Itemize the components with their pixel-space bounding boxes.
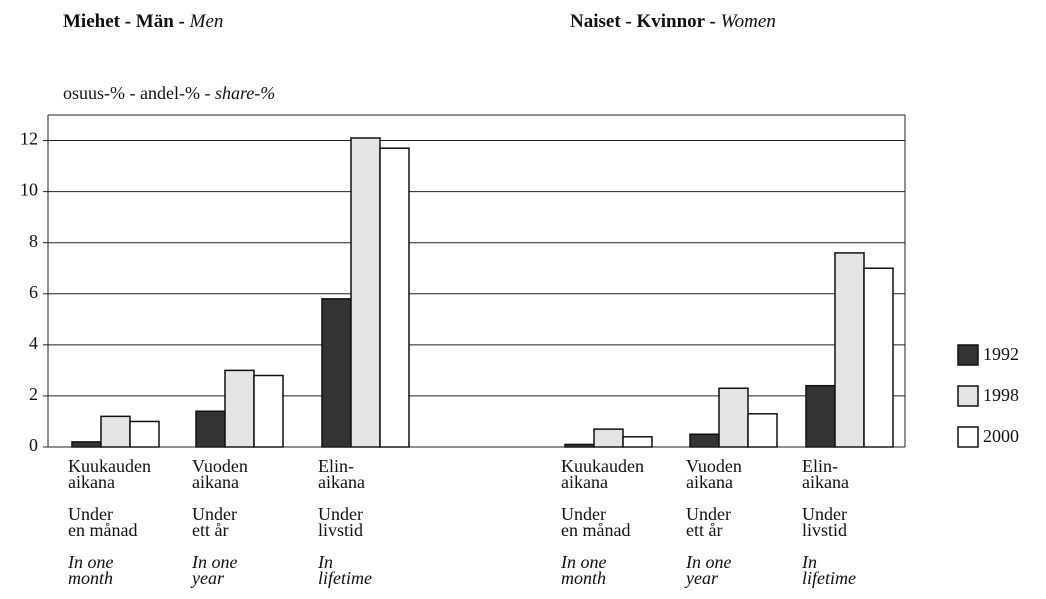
x-tick-label: year <box>190 568 225 588</box>
x-tick-label: Under <box>318 504 363 524</box>
x-tick-label: aikana <box>68 472 115 492</box>
x-tick-label: livstid <box>318 520 363 540</box>
y-tick-label: 2 <box>29 384 38 404</box>
y-tick-label: 4 <box>29 333 38 353</box>
bar <box>350 137 381 448</box>
x-tick-label: In one <box>191 552 237 572</box>
panel-title: Miehet - Män - Men <box>63 11 223 32</box>
y-tick-label: 10 <box>20 180 38 200</box>
legend-label: 2000 <box>983 426 1019 446</box>
x-tick-label: month <box>68 568 113 588</box>
x-tick-label: en månad <box>68 520 137 540</box>
bar <box>593 428 624 448</box>
bar <box>129 420 160 448</box>
bar <box>718 387 749 448</box>
x-tick-label: aikana <box>318 472 365 492</box>
x-tick-label: Vuoden <box>192 456 248 476</box>
x-tick-label: aikana <box>802 472 849 492</box>
legend-swatch <box>957 426 979 448</box>
y-axis-label: osuus-% - andel-% - share-% <box>63 83 275 103</box>
x-tick-label: In one <box>67 552 113 572</box>
panel-title-main: Naiset - Kvinnor - <box>570 11 721 32</box>
y-tick-label: 8 <box>29 231 38 251</box>
x-tick-label: aikana <box>561 472 608 492</box>
x-tick-label: Elin- <box>802 456 838 476</box>
x-tick-label: Kuukauden <box>561 456 644 476</box>
bar <box>379 147 410 448</box>
x-tick-label: livstid <box>802 520 847 540</box>
bar <box>747 413 778 448</box>
x-tick-label: aikana <box>686 472 733 492</box>
y-tick-label: 12 <box>20 129 38 149</box>
panel-title-en: Women <box>721 11 776 32</box>
legend-swatch <box>957 385 979 407</box>
x-tick-label: lifetime <box>318 568 372 588</box>
x-tick-label: Vuoden <box>686 456 742 476</box>
x-tick-label: Under <box>192 504 237 524</box>
y-tick-label: 6 <box>29 282 38 302</box>
x-tick-label: In one <box>560 552 606 572</box>
x-tick-label: Elin- <box>318 456 354 476</box>
x-tick-label: Under <box>686 504 731 524</box>
x-tick-label: In <box>801 552 817 572</box>
panel-title-en: Men <box>189 11 224 32</box>
x-tick-label: In one <box>685 552 731 572</box>
bar <box>689 433 720 448</box>
x-tick-label: Under <box>561 504 606 524</box>
legend-swatch <box>957 344 979 366</box>
bar <box>253 374 284 448</box>
bar <box>100 415 131 448</box>
x-tick-label: en månad <box>561 520 630 540</box>
legend-label: 1998 <box>983 385 1019 405</box>
x-tick-label: lifetime <box>802 568 856 588</box>
x-tick-label: ett år <box>686 520 722 540</box>
panel-title: Naiset - Kvinnor - Women <box>570 11 776 32</box>
x-tick-label: month <box>561 568 606 588</box>
legend-label: 1992 <box>983 344 1019 364</box>
x-tick-label: Kuukauden <box>68 456 151 476</box>
x-tick-label: Under <box>68 504 113 524</box>
panel-title-main: Miehet - Män - <box>63 11 190 32</box>
y-axis-label-main: osuus-% - andel-% - <box>63 83 215 103</box>
bar <box>622 436 653 448</box>
bar <box>71 441 102 448</box>
x-tick-label: Under <box>802 504 847 524</box>
x-tick-label: year <box>684 568 719 588</box>
x-tick-label: ett år <box>192 520 228 540</box>
bar <box>195 410 226 448</box>
bar <box>863 267 894 448</box>
x-tick-label: In <box>317 552 333 572</box>
x-tick-label: aikana <box>192 472 239 492</box>
y-axis-label-en: share-% <box>215 83 275 103</box>
bar <box>805 384 836 448</box>
y-tick-label: 0 <box>29 435 38 455</box>
bar <box>321 298 352 448</box>
bar <box>224 369 255 448</box>
bar <box>834 252 865 448</box>
